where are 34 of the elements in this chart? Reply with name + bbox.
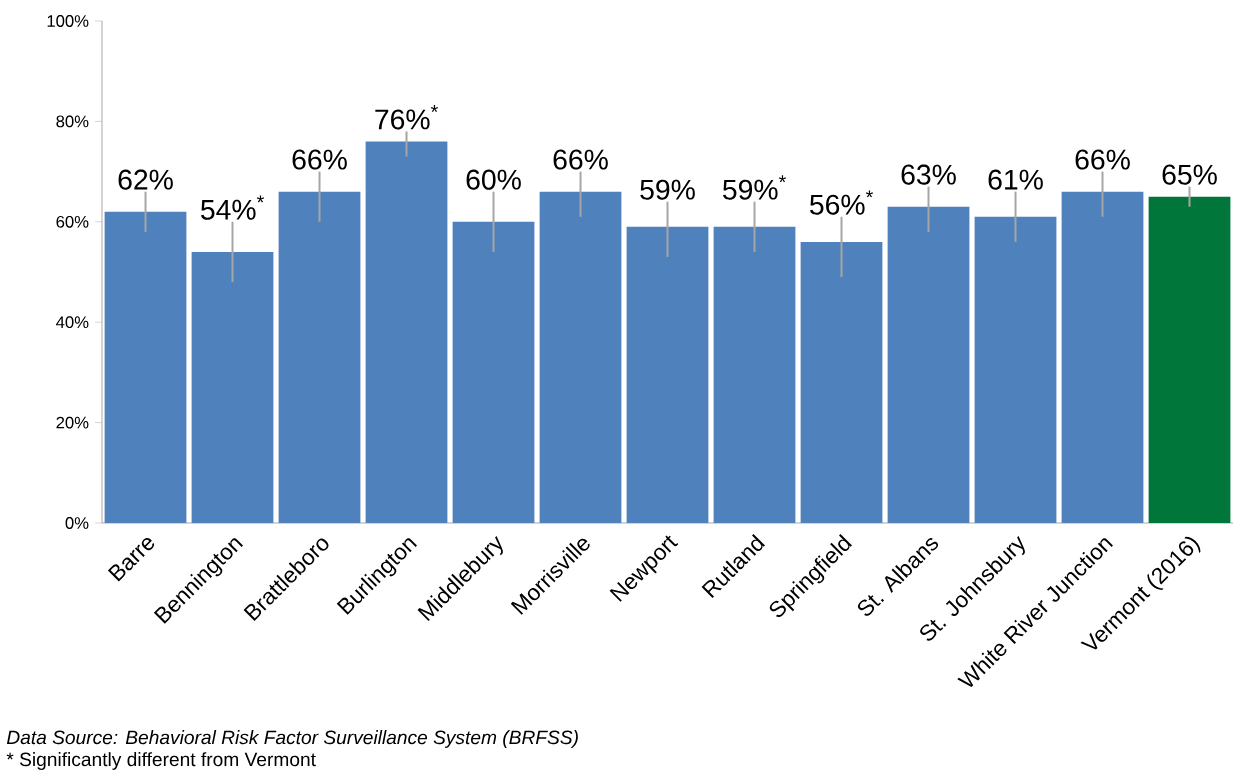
data-label: 66%	[1075, 149, 1130, 170]
bar	[713, 226, 796, 523]
bar	[539, 191, 622, 523]
bar	[104, 211, 187, 523]
y-tick-label: 60%	[56, 215, 89, 228]
bar	[800, 241, 883, 523]
data-label: 56%$^{*}$	[810, 190, 874, 215]
data-label: 60%	[466, 169, 521, 190]
source-note: Data Source: Behavioral Risk Factor Surveillance System (BRFSS)	[6, 730, 578, 748]
y-tick-label: 100%	[47, 15, 89, 27]
data-label: 65%	[1162, 164, 1217, 185]
data-label: 62%	[118, 169, 173, 190]
data-label: 66%	[553, 149, 608, 170]
bar	[974, 216, 1057, 523]
bar	[887, 206, 970, 523]
bar	[452, 221, 535, 523]
data-label: 76%$^{*}$	[375, 105, 439, 130]
bar	[626, 226, 709, 523]
bar	[191, 251, 274, 523]
y-tick-label: 40%	[56, 316, 89, 329]
data-label: 63%	[901, 164, 956, 185]
data-label: 66%	[292, 149, 347, 170]
data-label: 59%	[640, 179, 695, 200]
data-label: 59%$^{*}$	[723, 175, 787, 200]
data-label: 54%$^{*}$	[201, 195, 265, 220]
bar	[1061, 191, 1144, 523]
text: * Significantly different from Vermont	[6, 752, 316, 770]
bar	[278, 191, 361, 523]
y-tick-label: 0%	[65, 517, 89, 529]
bar	[365, 141, 448, 523]
y-tick-label: 20%	[56, 416, 89, 429]
y-tick-label: 80%	[56, 115, 89, 128]
data-label: 61%	[988, 169, 1043, 190]
bar	[1148, 196, 1231, 523]
